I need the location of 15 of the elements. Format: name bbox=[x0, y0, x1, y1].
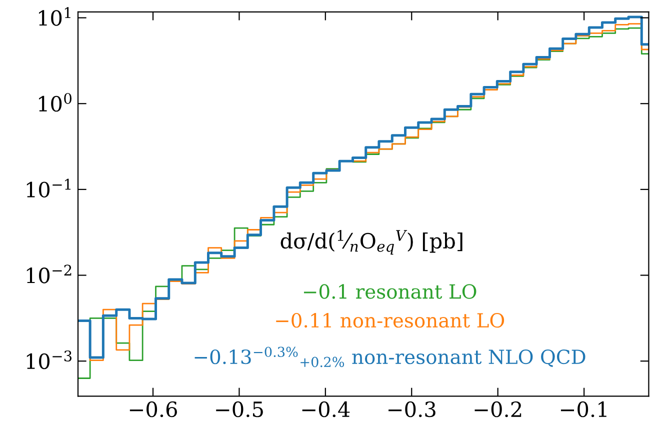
text: −0.13$^{−0.3%}$$_{+0.2%}$ non-resonant NLO QCD bbox=[194, 346, 586, 368]
y-tick-label: 10$^{1}$ bbox=[39, 7, 70, 26]
y-tick-label: 10$^{0}$ bbox=[39, 92, 72, 112]
x-tick-label: −0.2 bbox=[474, 401, 522, 418]
x-tick-label: −0.5 bbox=[216, 401, 263, 418]
x-tick-label: −0.6 bbox=[130, 401, 177, 418]
annotation: dσ/d($^{1}$⁄$_{n}$O$_{eq}$$^{V}$) [pb] bbox=[280, 230, 462, 255]
y-tick-label: 10$^{−2}$ bbox=[26, 264, 72, 284]
y-tick-label: 10$^{−1}$ bbox=[26, 178, 71, 198]
text: −0.1 resonant LO bbox=[304, 284, 476, 299]
y-tick-label: 10$^{−3}$ bbox=[26, 350, 72, 370]
text: −0.11 non-resonant LO bbox=[276, 312, 504, 328]
x-tick-label: −0.1 bbox=[560, 401, 606, 418]
x-tick-label: −0.4 bbox=[302, 401, 350, 418]
x-tick-label: −0.3 bbox=[388, 401, 436, 418]
